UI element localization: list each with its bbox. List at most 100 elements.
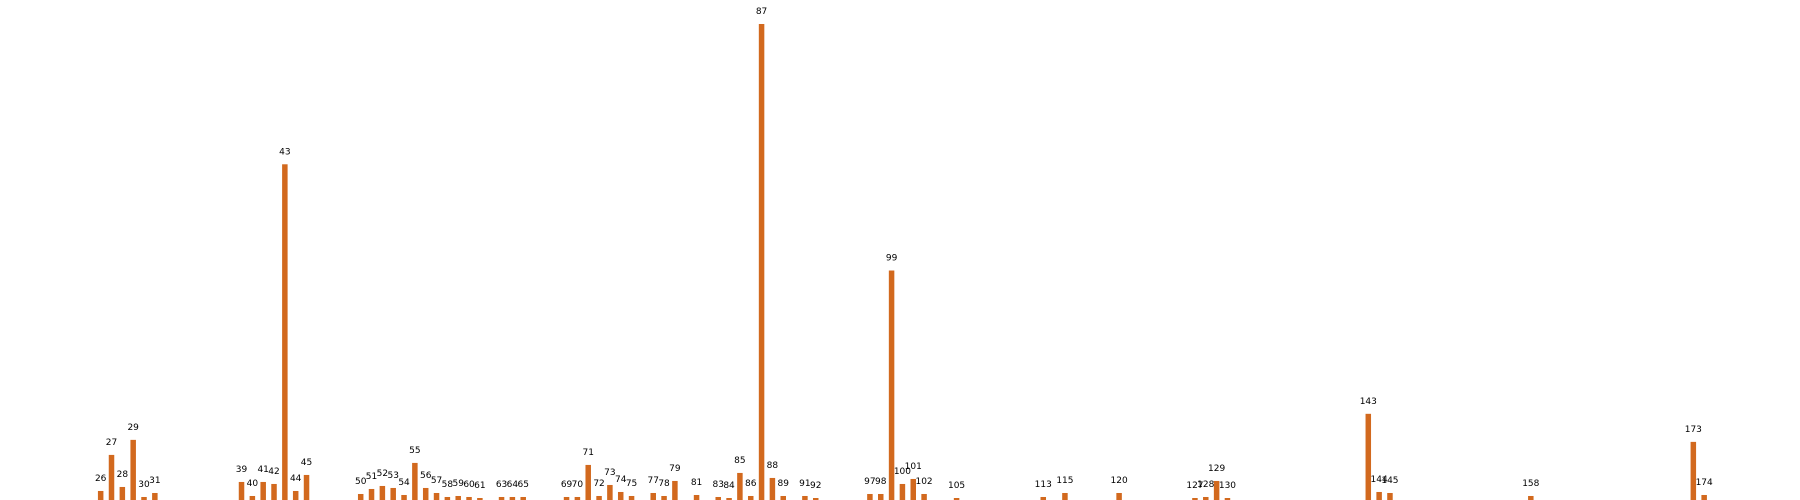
bar-label-115: 115 [1056, 476, 1073, 486]
bar-39 [238, 481, 245, 500]
bar-label-83: 83 [713, 480, 724, 490]
bar-label-27: 27 [106, 438, 117, 448]
bar-43 [282, 164, 288, 500]
bar-label-28: 28 [117, 470, 129, 480]
bar-173 [1690, 441, 1697, 500]
bar-50 [357, 493, 364, 500]
bar-label-65: 65 [517, 480, 528, 490]
bar-label-30: 30 [138, 480, 150, 490]
bar-label-85: 85 [734, 456, 745, 466]
bar-label-57: 57 [431, 476, 442, 486]
bar-85 [737, 472, 743, 500]
bar-129 [1213, 480, 1220, 500]
bar-label-64: 64 [507, 480, 519, 490]
bar-label-89: 89 [778, 479, 790, 489]
bar-100 [899, 483, 906, 500]
bar-label-41: 41 [257, 465, 268, 475]
bar-label-174: 174 [1696, 478, 1713, 488]
bar-label-128: 128 [1197, 480, 1214, 490]
bar-label-70: 70 [572, 480, 584, 490]
bar-label-130: 130 [1219, 481, 1236, 491]
bar-label-55: 55 [409, 446, 420, 456]
bar-label-87: 87 [756, 7, 767, 17]
bar-99 [888, 270, 895, 500]
bar-128 [1203, 496, 1209, 500]
bar-label-69: 69 [561, 480, 573, 490]
bar-label-98: 98 [875, 477, 887, 487]
bar-29 [130, 439, 136, 500]
bar-84 [726, 498, 732, 500]
bar-label-113: 113 [1035, 480, 1052, 490]
bars-group [97, 24, 1707, 500]
bar-label-44: 44 [290, 474, 302, 484]
bar-65 [520, 496, 526, 500]
bar-56 [422, 487, 429, 500]
bar-158 [1528, 495, 1534, 500]
bar-63 [498, 496, 505, 500]
bar-label-60: 60 [463, 480, 475, 490]
bar-51 [368, 488, 375, 500]
bar-57 [433, 492, 440, 500]
bar-label-91: 91 [799, 479, 810, 489]
bar-120 [1116, 492, 1122, 500]
bar-label-145: 145 [1381, 476, 1398, 486]
bar-label-58: 58 [442, 480, 454, 490]
bar-label-75: 75 [626, 479, 637, 489]
bar-98 [878, 493, 884, 500]
bar-label-45: 45 [301, 458, 312, 468]
bar-144 [1376, 491, 1382, 500]
bar-70 [574, 496, 581, 500]
bar-73 [607, 484, 613, 500]
bar-69 [563, 496, 570, 500]
bar-label-86: 86 [745, 479, 757, 489]
bar-64 [509, 496, 516, 500]
bar-label-84: 84 [723, 481, 735, 491]
bar-78 [661, 495, 667, 500]
bar-174 [1701, 494, 1707, 500]
bar-54 [401, 494, 407, 500]
bar-91 [802, 495, 808, 500]
bar-label-102: 102 [915, 477, 932, 487]
bar-label-63: 63 [496, 480, 507, 490]
bar-58 [444, 496, 451, 500]
bar-26 [97, 490, 104, 500]
bar-53 [390, 487, 396, 500]
bar-label-29: 29 [127, 423, 139, 433]
bar-label-72: 72 [593, 479, 604, 489]
bar-label-101: 101 [905, 462, 922, 472]
bar-label-39: 39 [236, 465, 248, 475]
bar-label-31: 31 [149, 476, 160, 486]
bar-83 [715, 496, 721, 500]
bar-label-53: 53 [387, 471, 398, 481]
bar-label-158: 158 [1522, 479, 1539, 489]
bar-60 [466, 496, 472, 500]
bar-89 [780, 495, 786, 500]
bar-label-26: 26 [95, 474, 107, 484]
bar-label-43: 43 [279, 147, 290, 157]
bar-72 [596, 495, 602, 500]
bar-71 [585, 464, 591, 500]
bar-label-79: 79 [669, 464, 681, 474]
bar-75 [628, 495, 635, 500]
bar-45 [303, 474, 310, 500]
bar-label-52: 52 [377, 469, 388, 479]
bar-label-127: 127 [1186, 481, 1203, 491]
bar-label-129: 129 [1208, 464, 1225, 474]
bar-label-56: 56 [420, 471, 432, 481]
bar-label-59: 59 [452, 479, 464, 489]
bar-label-100: 100 [894, 467, 911, 477]
bar-92 [812, 498, 819, 500]
bar-label-143: 143 [1360, 397, 1377, 407]
bar-label-144: 144 [1371, 475, 1388, 485]
bar-40 [249, 495, 256, 500]
bar-143 [1365, 413, 1372, 500]
bar-113 [1040, 496, 1047, 500]
bar-55 [412, 462, 418, 500]
bar-127 [1192, 498, 1198, 500]
bar-87 [758, 24, 765, 500]
bar-105 [953, 498, 960, 500]
bar-label-81: 81 [691, 478, 702, 488]
bar-130 [1224, 498, 1231, 500]
bar-label-51: 51 [366, 472, 377, 482]
